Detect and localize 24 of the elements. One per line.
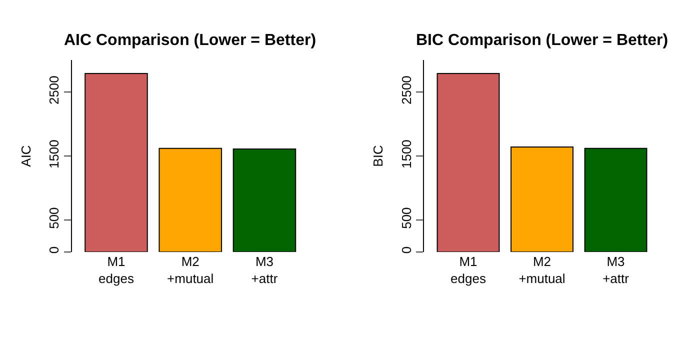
- y-tick-label: 500: [46, 207, 62, 229]
- bar: [436, 72, 500, 252]
- y-tick-label: 2500: [46, 76, 62, 105]
- bar: [584, 148, 648, 252]
- y-axis-title: AIC: [18, 145, 34, 167]
- y-tick-label: 500: [398, 207, 414, 229]
- x-tick-label: M3 +attr: [602, 254, 630, 286]
- y-tick-label: 0: [398, 246, 414, 254]
- bar: [510, 146, 574, 252]
- y-tick-label: 1500: [398, 140, 414, 169]
- y-axis-title: BIC: [370, 145, 386, 167]
- y-tick-label: 1500: [46, 140, 62, 169]
- bar: [84, 72, 148, 252]
- bar: [158, 148, 222, 252]
- x-tick-label: M1 edges: [98, 254, 134, 286]
- x-tick-label: M2 +mutual: [167, 254, 214, 286]
- x-tick-label: M1 edges: [450, 254, 486, 286]
- chart-title: AIC Comparison (Lower = Better): [64, 32, 316, 49]
- x-tick-label: M2 +mutual: [518, 254, 566, 286]
- y-tick-label: 0: [46, 246, 62, 254]
- bar: [232, 148, 296, 252]
- chart-title: BIC Comparison (Lower = Better): [416, 32, 668, 49]
- y-tick-label: 2500: [398, 76, 414, 105]
- x-tick-label: M3 +attr: [251, 254, 278, 286]
